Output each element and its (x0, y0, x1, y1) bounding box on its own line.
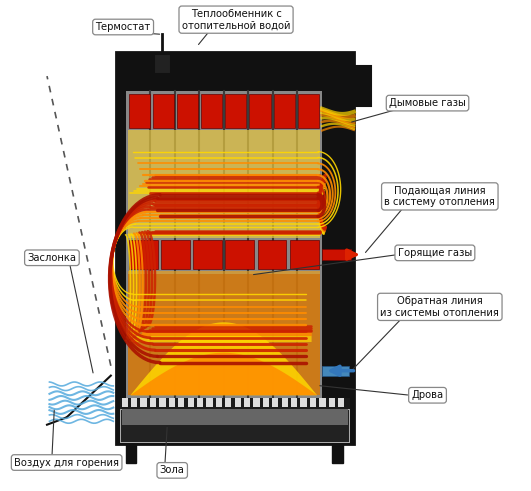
Bar (226, 240, 254, 269)
Bar (322, 366, 349, 376)
Bar (263, 398, 269, 407)
Bar (178, 398, 184, 407)
Bar (128, 274, 320, 395)
Bar (141, 398, 147, 407)
Bar (197, 398, 203, 407)
Bar (258, 240, 286, 269)
Bar (298, 94, 319, 128)
Bar (121, 410, 349, 442)
Bar (193, 240, 222, 269)
Bar (225, 94, 246, 128)
Bar (153, 94, 174, 128)
Bar (291, 398, 297, 407)
Bar (272, 398, 278, 407)
Bar (125, 442, 136, 463)
Bar (207, 398, 212, 407)
Text: Подающая линия
в систему отопления: Подающая линия в систему отопления (384, 186, 495, 207)
Bar (129, 240, 158, 269)
Text: Термостат: Термостат (96, 22, 151, 32)
Bar (150, 398, 156, 407)
Bar (116, 52, 354, 444)
Bar (201, 94, 222, 128)
Bar (122, 398, 128, 407)
Bar (281, 398, 288, 407)
Bar (225, 398, 232, 407)
Text: Теплообменник с
отопительной водой: Теплообменник с отопительной водой (182, 9, 290, 30)
Bar (290, 240, 319, 269)
Bar (338, 398, 345, 407)
Polygon shape (131, 323, 317, 395)
Bar (169, 398, 175, 407)
Bar (187, 398, 194, 407)
Bar (253, 398, 260, 407)
Bar (125, 91, 322, 398)
Bar (319, 398, 326, 407)
Bar (129, 94, 150, 128)
Polygon shape (131, 353, 317, 395)
Bar (310, 398, 316, 407)
Bar (332, 442, 342, 463)
Bar (329, 398, 335, 407)
Bar (119, 407, 350, 443)
Bar (131, 398, 138, 407)
Bar (235, 398, 241, 407)
Text: Зола: Зола (160, 465, 185, 475)
Text: Дрова: Дрова (412, 390, 443, 400)
Bar (119, 398, 350, 409)
Text: Воздух для горения: Воздух для горения (14, 458, 119, 467)
Bar (161, 240, 190, 269)
Bar (250, 94, 271, 128)
Bar (177, 94, 198, 128)
Bar (244, 398, 250, 407)
Bar (322, 248, 352, 260)
Text: Обратная линия
из системы отопления: Обратная линия из системы отопления (380, 296, 499, 318)
Bar (128, 130, 320, 238)
Bar (153, 54, 171, 74)
Bar (273, 94, 295, 128)
Text: Заслонка: Заслонка (28, 253, 76, 263)
Bar (216, 398, 222, 407)
Bar (352, 66, 371, 106)
Text: Горящие газы: Горящие газы (398, 248, 472, 258)
Bar (159, 398, 166, 407)
Bar (122, 409, 348, 425)
Text: Дымовые газы: Дымовые газы (389, 98, 466, 108)
Bar (128, 271, 320, 395)
Bar (301, 398, 307, 407)
